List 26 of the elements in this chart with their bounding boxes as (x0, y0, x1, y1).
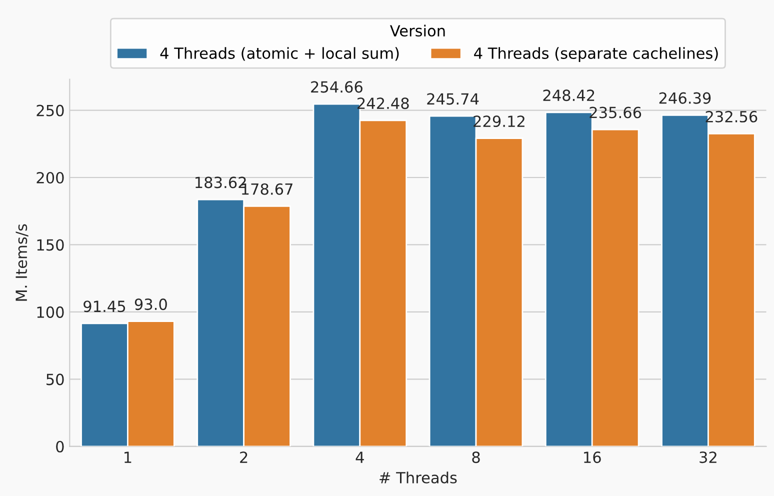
y-tick-label: 100 (37, 306, 64, 318)
data-label: 246.39 (659, 92, 711, 104)
x-tick-label: 2 (240, 452, 248, 463)
y-tick-label: 50 (46, 374, 64, 386)
x-tick-label: 8 (472, 452, 480, 464)
x-axis-title: # Threads (380, 472, 457, 484)
legend-title: Version (390, 24, 445, 37)
legend-label: 4 Threads (separate cachelines) (474, 47, 718, 62)
y-tick-label: 150 (37, 239, 64, 251)
y-tick-label: 0 (56, 440, 64, 452)
y-tick-label: 200 (36, 172, 64, 184)
x-tick-label: 4 (356, 452, 364, 463)
data-label: 245.74 (427, 93, 479, 105)
data-label: 235.66 (590, 106, 642, 118)
data-label: 254.66 (311, 81, 362, 93)
x-tick-label: 32 (700, 452, 716, 464)
data-label: 248.42 (543, 90, 594, 102)
y-tick-label: 250 (36, 104, 64, 116)
data-label: 93.0 (134, 298, 167, 310)
y-axis-title: M. Items/s (16, 224, 28, 301)
data-label: 232.56 (706, 110, 758, 122)
legend-label: 4 Threads (atomic + local sum) (160, 47, 399, 61)
x-tick-label: 16 (584, 452, 601, 464)
x-tick-label: 1 (124, 452, 132, 463)
data-label: 242.48 (358, 98, 409, 110)
data-label: 91.45 (84, 300, 126, 312)
